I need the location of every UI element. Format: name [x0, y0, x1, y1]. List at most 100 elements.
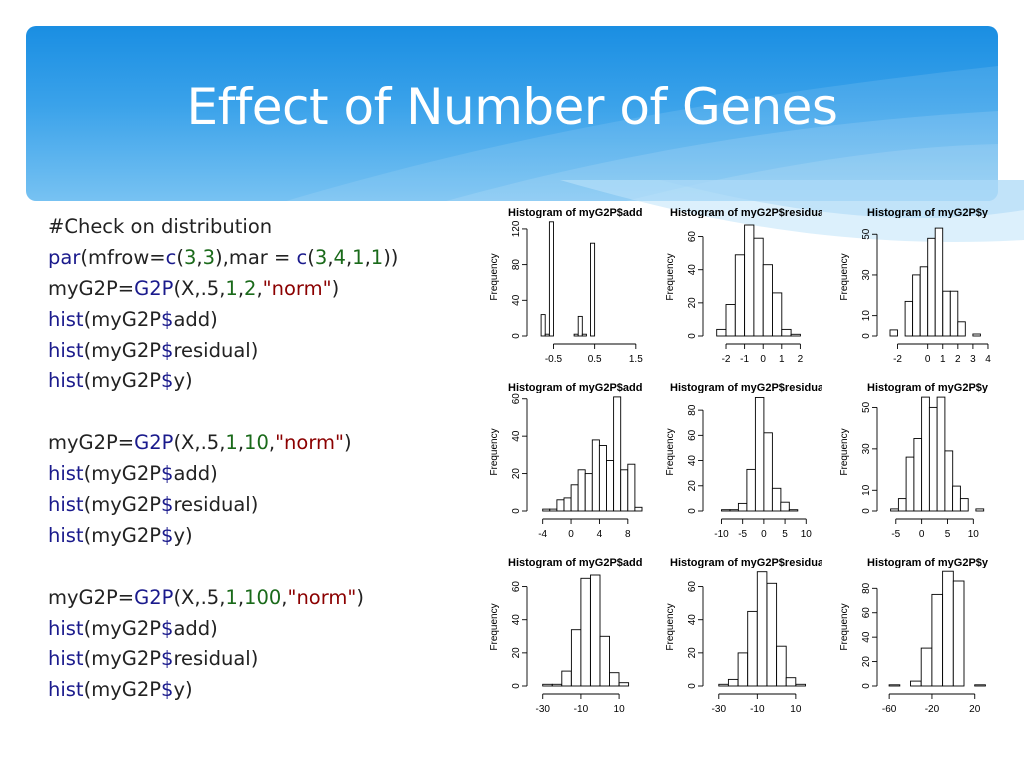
- code-token: 1: [225, 585, 238, 609]
- x-tick-label: -1: [740, 354, 749, 365]
- histogram-bar: [788, 509, 799, 512]
- histogram-title: Histogram of myG2P$residual: [670, 557, 827, 569]
- histogram-bar: [762, 264, 773, 337]
- histogram-bar: [716, 328, 727, 337]
- code-token: add): [173, 307, 218, 331]
- code-token: $: [161, 523, 174, 547]
- code-token: ,: [345, 245, 353, 269]
- code-token: $: [161, 462, 174, 486]
- x-tick-label: 5: [782, 529, 788, 540]
- x-tick-label: 8: [625, 529, 631, 540]
- code-token: $: [161, 369, 174, 393]
- y-tick-label: 20: [511, 468, 522, 480]
- code-token: (myG2P: [83, 616, 162, 640]
- code-line: hist(myG2P$add): [48, 614, 478, 645]
- histogram-bar: [737, 652, 749, 687]
- code-token: add): [173, 616, 218, 640]
- slide-title: Effect of Number of Genes: [186, 78, 838, 136]
- y-tick-label: 40: [511, 294, 522, 306]
- code-token: "norm": [275, 431, 344, 455]
- histogram-bar: [581, 333, 587, 337]
- histogram-bar: [756, 571, 768, 687]
- code-token: add): [173, 462, 218, 486]
- histogram-title: Histogram of myG2P$y: [867, 382, 989, 394]
- code-token: ,: [196, 245, 203, 269]
- histogram-bar: [590, 574, 601, 687]
- code-token: ,: [281, 585, 288, 609]
- histogram-bar: [618, 682, 630, 687]
- histogram-bar: [729, 509, 739, 512]
- histogram-bar: [919, 266, 929, 337]
- histogram-bar: [897, 498, 907, 512]
- histogram-bar: [570, 629, 582, 687]
- code-token: y): [173, 523, 193, 547]
- y-axis-label: Frequency: [839, 603, 850, 650]
- code-token: G2P: [134, 276, 174, 300]
- histogram-bar: [737, 502, 748, 512]
- y-tick-label: 60: [511, 393, 522, 405]
- x-tick-label: 4: [985, 354, 991, 365]
- code-line: par(mfrow=c(3,3),mar = c(3,4,1,1)): [48, 243, 478, 274]
- histogram-title: Histogram of myG2P$y: [867, 557, 989, 569]
- histogram-panel: Histogram of myG2P$y 0 20 40 60 80 Frequency -6…: [839, 557, 989, 715]
- histogram-bar: [763, 432, 773, 512]
- y-tick-label: 120: [511, 220, 522, 237]
- histogram-bar: [942, 570, 954, 687]
- code-token: (: [307, 245, 315, 269]
- histogram-panel: Histogram of myG2P$residual 0 20 40 60 80 Freq…: [665, 382, 822, 540]
- code-token: hist: [48, 493, 84, 517]
- x-tick-label: -2: [893, 354, 902, 365]
- code-token: $: [161, 647, 174, 671]
- x-tick-label: 10: [801, 529, 813, 540]
- y-tick-label: 0: [687, 683, 698, 689]
- histogram-bar: [540, 314, 546, 337]
- histogram-bar: [921, 396, 930, 512]
- code-token: $: [161, 307, 174, 331]
- code-line: hist(myG2P$residual): [48, 644, 478, 675]
- code-token: #Check on distribution: [48, 215, 273, 238]
- y-tick-label: 0: [861, 333, 872, 339]
- histogram-bar: [934, 227, 944, 337]
- histogram-title: Histogram of myG2P$add: [508, 207, 642, 219]
- histogram-bar: [542, 508, 551, 512]
- code-token: 3: [314, 245, 328, 269]
- histogram-bar: [577, 469, 586, 512]
- histogram-bar: [952, 580, 965, 687]
- x-tick-label: -2: [722, 354, 731, 365]
- y-axis-label: Frequency: [839, 253, 850, 300]
- histogram-bar: [952, 485, 961, 512]
- code-token: (myG2P: [83, 523, 162, 547]
- code-token: (X,.5,: [173, 431, 226, 455]
- y-axis-label: Frequency: [665, 253, 676, 300]
- histogram-title: Histogram of myG2P$residual: [670, 207, 827, 219]
- histogram-bar: [890, 508, 899, 512]
- code-token: hist: [48, 338, 84, 362]
- title-banner: [26, 26, 998, 201]
- x-tick-label: -30: [536, 704, 551, 715]
- code-token: hist: [48, 678, 84, 702]
- x-tick-label: 2: [955, 354, 961, 365]
- y-tick-label: 10: [861, 484, 872, 496]
- code-token: hist: [48, 462, 84, 486]
- histogram-bar: [563, 497, 572, 512]
- x-tick-label: 10: [968, 529, 980, 540]
- y-tick-label: 40: [687, 264, 698, 276]
- code-token: (: [176, 245, 184, 269]
- y-tick-label: 20: [687, 297, 698, 309]
- histogram-bar: [580, 577, 591, 687]
- histogram-bar: [573, 333, 579, 337]
- code-token: G2P: [134, 431, 174, 455]
- histogram-bar: [548, 221, 554, 337]
- code-line: myG2P=G2P(X,.5,1,10,"norm"): [48, 428, 478, 459]
- code-line: hist(myG2P$y): [48, 521, 478, 552]
- code-token: mar =: [228, 245, 297, 269]
- code-token: ): [331, 276, 340, 300]
- y-tick-label: 80: [687, 404, 698, 416]
- code-token: (myG2P: [83, 462, 162, 486]
- x-tick-label: 5: [945, 529, 951, 540]
- y-axis-label: Frequency: [665, 428, 676, 475]
- histogram-bar: [577, 315, 583, 337]
- x-tick-label: 0: [760, 354, 766, 365]
- histogram-bar: [936, 396, 946, 512]
